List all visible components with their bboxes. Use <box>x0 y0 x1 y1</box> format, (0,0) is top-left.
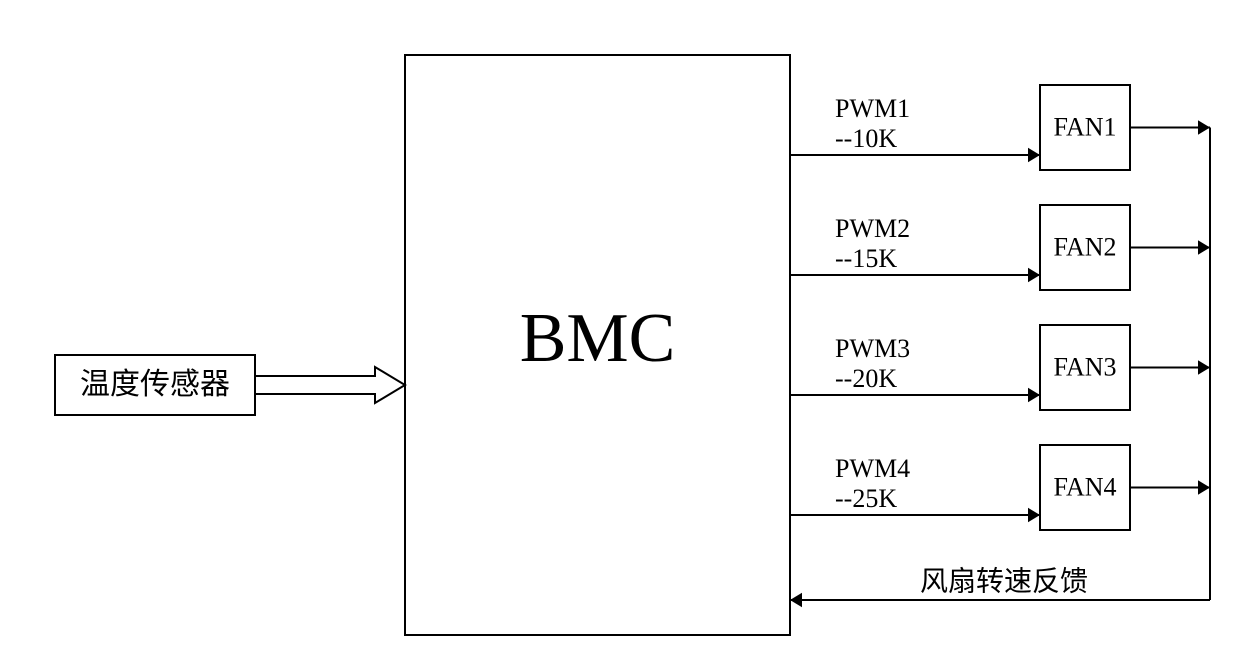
pwm-label-line1: PWM2 <box>835 214 910 243</box>
arrowhead <box>1028 268 1040 282</box>
arrowhead <box>1028 148 1040 162</box>
pwm-label-line2: --10K <box>835 124 897 153</box>
fan-label: FAN3 <box>1053 352 1116 381</box>
arrowhead <box>1198 240 1210 254</box>
arrowhead <box>1198 360 1210 374</box>
pwm-label-line1: PWM1 <box>835 94 910 123</box>
pwm-label-line2: --20K <box>835 364 897 393</box>
block-diagram: 温度传感器 BMC FAN1 PWM1--10K FAN2 PWM2--15K FAN3 PW… <box>0 0 1240 669</box>
fan-label: FAN4 <box>1053 472 1116 501</box>
arrowhead <box>1028 508 1040 522</box>
feedback-label: 风扇转速反馈 <box>920 565 1088 597</box>
arrowhead <box>1198 480 1210 494</box>
pwm-label-line2: --15K <box>835 244 897 273</box>
arrowhead <box>1198 120 1210 134</box>
pwm-label-line1: PWM3 <box>835 334 910 363</box>
fan-label: FAN1 <box>1053 112 1116 141</box>
fan-label: FAN2 <box>1053 232 1116 261</box>
arrowhead <box>1028 388 1040 402</box>
bmc-label: BMC <box>520 300 676 377</box>
pwm-label-line2: --25K <box>835 484 897 513</box>
temperature-sensor-label: 温度传感器 <box>80 368 230 401</box>
arrowhead <box>790 593 802 607</box>
sensor-to-bmc-arrow <box>255 367 405 403</box>
pwm-label-line1: PWM4 <box>835 454 910 483</box>
